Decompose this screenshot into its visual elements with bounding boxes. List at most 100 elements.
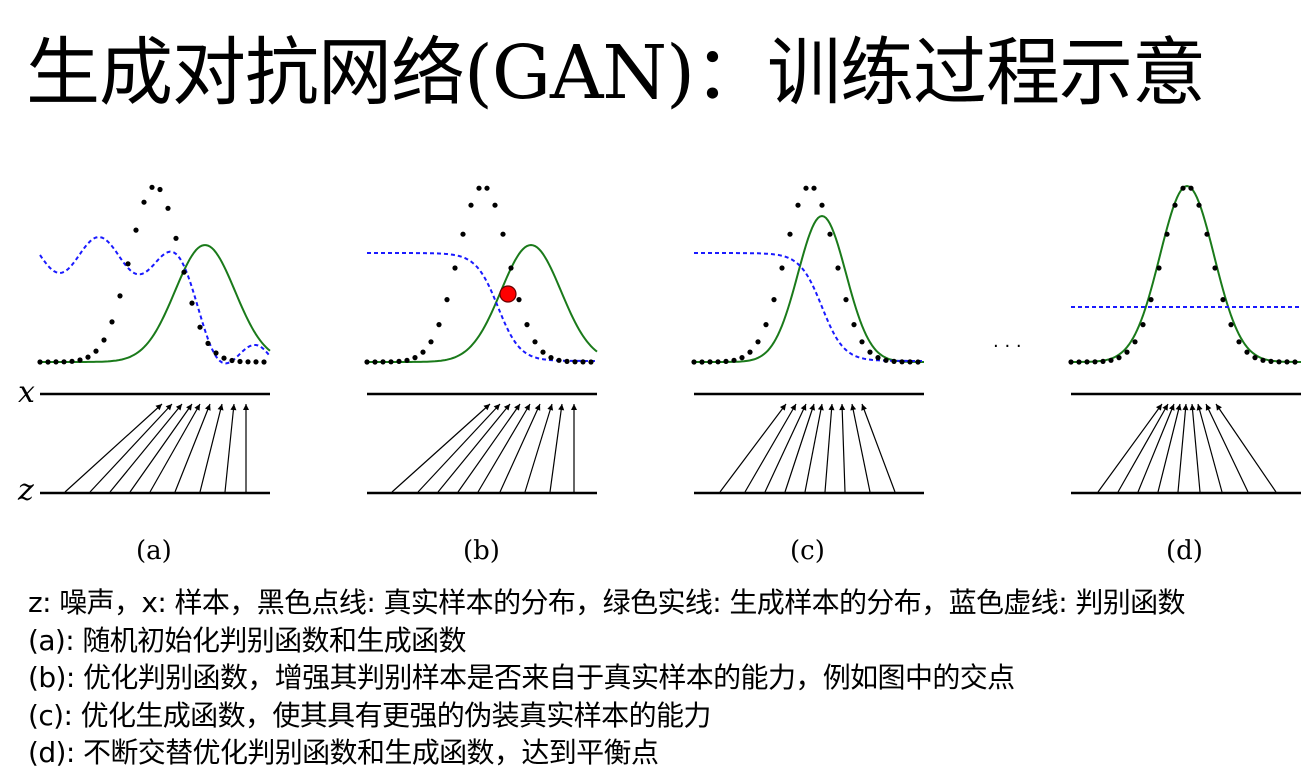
real-distribution-dot: [149, 184, 155, 190]
arrow-head: [186, 404, 192, 411]
mapping-arrow: [149, 403, 201, 493]
arrow-head: [514, 404, 520, 411]
mapping-arrow: [549, 403, 563, 493]
real-distribution-dot: [899, 359, 905, 365]
description: z: 噪声，x: 样本，黑色点线: 真实样本的分布，绿色实线: 生成样本的分布，…: [28, 584, 1305, 772]
real-distribution-dot: [803, 185, 809, 191]
discriminator-curve: [694, 252, 924, 362]
arrow-head: [817, 404, 824, 411]
real-distribution-dot: [819, 202, 825, 208]
real-distribution-dot: [755, 339, 761, 345]
mapping-arrow: [129, 403, 193, 493]
mapping-arrow: [477, 403, 531, 493]
arrow-head: [503, 404, 510, 411]
title-latin: (GAN): [464, 30, 695, 116]
discriminator-curve: [39, 236, 271, 365]
desc-step-d: (d): 不断交替优化判别函数和生成函数，达到平衡点: [28, 736, 659, 769]
caption-d: (d): [1166, 536, 1203, 566]
real-distribution-dot: [1212, 265, 1218, 271]
arrow-head: [155, 404, 162, 411]
real-distribution-dot: [460, 231, 466, 237]
real-distribution-dot: [851, 322, 857, 328]
real-distribution-dot: [261, 359, 267, 365]
real-distribution-dot: [93, 348, 99, 354]
real-distribution-dot: [867, 349, 873, 355]
real-distribution-dot: [45, 359, 51, 365]
arrow-head: [483, 404, 490, 411]
real-distribution-dot: [380, 359, 386, 365]
real-distribution-dot: [53, 359, 59, 365]
real-distribution-dot: [1148, 297, 1154, 303]
arrow-head: [790, 404, 796, 411]
panel-d: [1068, 184, 1301, 495]
real-distribution-dot: [197, 324, 203, 330]
real-distribution-dot: [189, 300, 195, 306]
arrow-head: [1169, 404, 1175, 411]
arrow-head: [547, 404, 554, 411]
arrow-head: [175, 404, 182, 411]
arrow-head: [194, 404, 200, 411]
real-distribution-dot: [492, 202, 498, 208]
real-distribution-dot: [372, 359, 378, 365]
generated-distribution-curve: [694, 214, 924, 363]
mapping-arrow: [851, 403, 871, 493]
arrow-head: [850, 404, 857, 411]
arrow-head: [1162, 404, 1168, 411]
real-distribution-dot: [1084, 359, 1090, 365]
arrow-head: [1205, 404, 1212, 411]
real-distribution-dot: [253, 359, 259, 365]
real-distribution-dot: [77, 357, 83, 363]
real-distribution-dot: [412, 355, 418, 361]
real-distribution-dot: [731, 357, 737, 363]
real-distribution-dot: [723, 358, 729, 364]
real-distribution-dot: [404, 357, 410, 363]
real-distribution-dot: [572, 359, 578, 365]
real-distribution-dot: [1252, 355, 1258, 361]
gan-training-diagram: x z · · ·: [17, 184, 1301, 508]
generated-distribution-curve: [40, 244, 271, 363]
real-distribution-dot: [213, 350, 219, 356]
real-distribution-dot: [1292, 359, 1298, 365]
real-distribution-dot: [747, 349, 753, 355]
real-distribution-dot: [141, 199, 147, 205]
real-distribution-dot: [564, 358, 570, 364]
real-distribution-dot: [484, 185, 490, 191]
real-distribution-dot: [69, 358, 75, 364]
real-distribution-dot: [1260, 357, 1266, 363]
caption-b: (b): [463, 536, 500, 566]
real-distribution-dot: [779, 265, 785, 271]
title-tail: ：训练过程示意: [694, 30, 1206, 116]
generated-distribution-curve: [1071, 184, 1301, 363]
mapping-arrow: [499, 403, 541, 493]
real-distribution-dot: [787, 231, 793, 237]
arrow-head: [571, 404, 577, 410]
discriminator-curve: [367, 252, 597, 362]
real-distribution-dot: [221, 355, 227, 361]
mapping-arrow: [841, 403, 846, 493]
real-distribution-dot: [915, 359, 921, 365]
real-distribution-dot: [811, 185, 817, 191]
real-distribution-dot: [500, 231, 506, 237]
real-distribution-dot: [61, 359, 67, 365]
mapping-arrow: [457, 403, 521, 493]
caption-c: (c): [790, 536, 825, 566]
arrow-head: [524, 404, 530, 411]
arrow-head: [165, 404, 172, 411]
axis-z-label: z: [17, 473, 34, 508]
arrow-head: [861, 404, 867, 411]
real-distribution-dot: [388, 359, 394, 365]
mapping-arrow: [1197, 403, 1223, 493]
real-distribution-dot: [556, 357, 562, 363]
caption-a: (a): [136, 536, 172, 566]
mapping-arrow: [824, 403, 833, 493]
real-distribution-dot: [428, 339, 434, 345]
real-distribution-dot: [1244, 349, 1250, 355]
real-distribution-dot: [524, 322, 530, 328]
real-distribution-dot: [532, 339, 538, 345]
real-distribution-dot: [707, 359, 713, 365]
mapping-arrow: [224, 403, 235, 493]
arrow-head: [809, 404, 815, 411]
real-distribution-dot: [859, 339, 865, 345]
arrow-head: [205, 404, 211, 411]
mapping-arrow: [417, 403, 501, 493]
